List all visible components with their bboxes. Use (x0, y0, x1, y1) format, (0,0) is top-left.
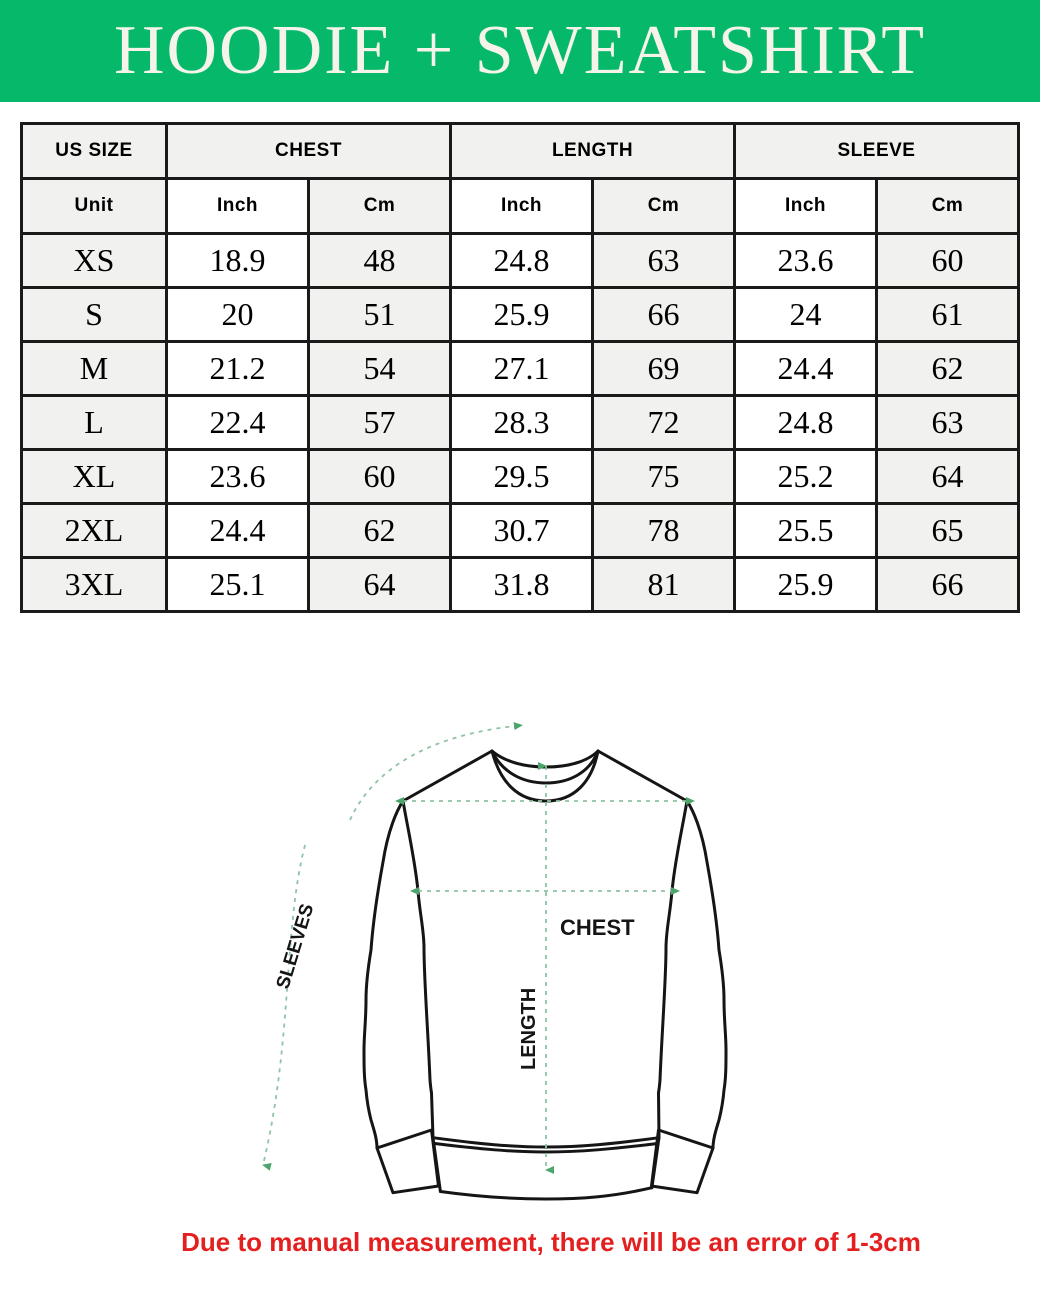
svg-text:LENGTH: LENGTH (518, 988, 540, 1070)
svg-text:CHEST: CHEST (560, 915, 635, 940)
svg-text:SLEEVES: SLEEVES (273, 901, 319, 991)
